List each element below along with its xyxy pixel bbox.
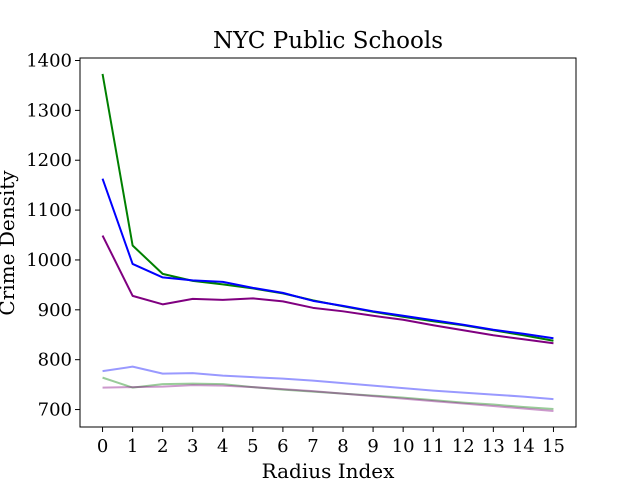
x-tick-label: 1 (127, 436, 138, 457)
series-line-1 (101, 73, 554, 342)
x-axis: 0 1 2 3 4 5 6 7 8 9 10 11 12 13 14 15 (97, 427, 565, 457)
x-tick-label: 2 (157, 436, 168, 457)
y-tick-label: 1100 (26, 200, 72, 221)
y-tick-label: 900 (38, 300, 72, 321)
x-tick-label: 14 (512, 436, 535, 457)
x-tick-label: 8 (337, 436, 348, 457)
series-line-2 (101, 178, 554, 340)
x-tick-label: 7 (307, 436, 318, 457)
y-tick-label: 1400 (26, 50, 72, 71)
series-line-6 (102, 384, 554, 413)
y-tick-label: 1300 (26, 100, 72, 121)
x-tick-label: 10 (392, 436, 415, 457)
x-tick-label: 9 (367, 436, 378, 457)
x-tick-label: 5 (247, 436, 258, 457)
x-tick-label: 6 (277, 436, 288, 457)
y-tick-label: 1000 (26, 250, 72, 271)
y-tick-label: 700 (38, 400, 72, 421)
y-tick-label: 800 (38, 350, 72, 371)
series-line-3 (101, 235, 554, 345)
series-line-5 (102, 376, 554, 411)
series-layer (101, 73, 554, 413)
x-tick-label: 13 (482, 436, 505, 457)
x-tick-label: 15 (542, 436, 565, 457)
y-axis: 700 800 900 1000 1100 1200 1300 1400 (26, 50, 80, 421)
y-axis-label: Crime Density (0, 170, 19, 316)
series-line-4 (102, 365, 554, 401)
chart-title: NYC Public Schools (213, 28, 443, 54)
plot-frame (79, 57, 577, 428)
x-tick-label: 0 (97, 436, 108, 457)
x-tick-label: 11 (422, 436, 445, 457)
x-tick-label: 4 (217, 436, 228, 457)
y-tick-label: 1200 (26, 150, 72, 171)
x-tick-label: 3 (187, 436, 198, 457)
x-axis-label: Radius Index (262, 459, 396, 480)
x-tick-label: 12 (452, 436, 475, 457)
